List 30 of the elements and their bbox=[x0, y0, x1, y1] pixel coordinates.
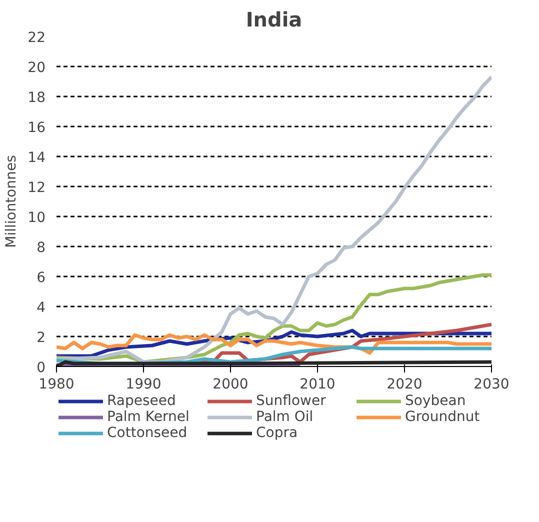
y-tick-label: 10 bbox=[28, 210, 46, 226]
chart-title: India bbox=[246, 8, 302, 32]
legend-label: Soybean bbox=[405, 393, 467, 409]
x-tick-label: 1990 bbox=[126, 376, 162, 392]
y-tick-label: 4 bbox=[36, 300, 46, 316]
y-tick-label: 22 bbox=[28, 30, 46, 46]
legend-label: Rapeseed bbox=[107, 393, 177, 409]
y-tick-label: 20 bbox=[28, 60, 46, 76]
legend-label: Copra bbox=[256, 425, 299, 441]
y-axis-title: Milliontonnes bbox=[4, 155, 20, 248]
legend-label: Palm Kernel bbox=[107, 409, 190, 425]
y-tick-label: 0 bbox=[36, 360, 46, 376]
legend-label: Cottonseed bbox=[107, 425, 188, 441]
legend-label: Groundnut bbox=[405, 409, 481, 425]
x-tick-label: 2000 bbox=[212, 376, 248, 392]
y-tick-label: 8 bbox=[36, 240, 46, 256]
y-tick-label: 12 bbox=[28, 180, 46, 196]
y-tick-label: 2 bbox=[36, 330, 46, 346]
x-tick-label: 1980 bbox=[38, 376, 74, 392]
legend-label: Palm Oil bbox=[256, 409, 314, 425]
x-tick-label: 2020 bbox=[386, 376, 422, 392]
y-tick-label: 6 bbox=[36, 270, 46, 286]
y-tick-label: 14 bbox=[28, 150, 46, 166]
y-tick-label: 16 bbox=[28, 120, 46, 136]
line-series bbox=[56, 333, 492, 355]
legend-label: Sunflower bbox=[256, 393, 327, 409]
x-tick-label: 2010 bbox=[300, 376, 336, 392]
line-series bbox=[56, 75, 492, 364]
y-tick-label: 18 bbox=[28, 90, 46, 106]
x-tick-label: 2030 bbox=[474, 376, 510, 392]
